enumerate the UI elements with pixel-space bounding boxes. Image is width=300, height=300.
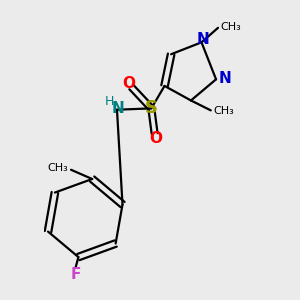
Text: O: O <box>122 76 135 91</box>
Text: S: S <box>145 99 158 117</box>
Text: CH₃: CH₃ <box>48 163 68 173</box>
Text: CH₃: CH₃ <box>221 22 242 32</box>
Text: N: N <box>218 70 231 86</box>
Text: N: N <box>196 32 209 47</box>
Text: N: N <box>112 101 125 116</box>
Text: H: H <box>104 94 114 108</box>
Text: CH₃: CH₃ <box>213 106 234 116</box>
Text: F: F <box>70 267 81 282</box>
Text: O: O <box>149 130 162 146</box>
